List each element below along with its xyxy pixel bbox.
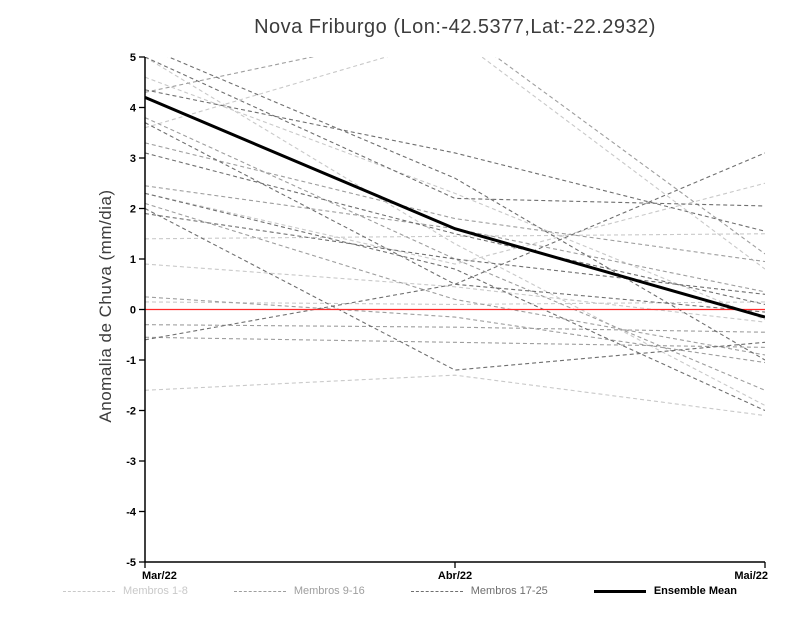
ensemble-member-line <box>145 202 765 356</box>
chart-title: Nova Friburgo (Lon:-42.5377,Lat:-22.2932… <box>254 16 656 38</box>
y-tick-label: 0 <box>130 305 136 317</box>
ensemble-member-line <box>145 296 765 364</box>
ensemble-mean-line <box>145 96 765 319</box>
legend-label: Ensemble Mean <box>653 585 737 597</box>
ensemble-member-line <box>145 142 765 263</box>
legend-label: Membros 17-25 <box>470 585 548 597</box>
y-tick-label: -1 <box>126 355 136 367</box>
y-tick-label: 1 <box>130 254 136 266</box>
legend-label: Membros 1-8 <box>123 585 188 597</box>
ensemble-member-line <box>145 185 765 293</box>
ensemble-member-line <box>145 76 765 321</box>
legend: Membros 1-8 Membros 9-16 Membros 17-25 Ense… <box>0 585 800 597</box>
legend-label: Membros 9-16 <box>293 585 365 597</box>
ensemble-member-line <box>145 213 765 295</box>
ensemble-member-line <box>145 233 765 240</box>
y-tick-label: -2 <box>126 406 136 418</box>
x-tick-label: Mar/22 <box>142 570 177 582</box>
ensemble-member-line <box>167 57 765 361</box>
ensemble-member-line <box>145 324 765 333</box>
y-tick-label: -4 <box>126 507 137 519</box>
ensemble-member-line <box>145 192 765 412</box>
y-tick-label: 5 <box>130 52 136 64</box>
legend-item: Membros 1-8 <box>63 585 188 597</box>
dashed-line-swatch <box>233 590 286 592</box>
ensemble-member-line <box>145 89 765 232</box>
ensemble-member-line <box>145 182 765 265</box>
x-tick-label: Mai/22 <box>734 570 768 582</box>
solid-line-swatch <box>593 589 646 593</box>
ensemble-member-line <box>145 122 765 313</box>
legend-item: Membros 17-25 <box>410 585 548 597</box>
ensemble-member-line <box>145 263 765 323</box>
ensemble-member-line <box>145 57 765 270</box>
legend-item: Ensemble Mean <box>593 585 737 597</box>
y-tick-label: -3 <box>126 456 136 468</box>
ensemble-member-line <box>145 152 765 305</box>
ensemble-member-line <box>145 301 765 306</box>
y-tick-label: 4 <box>130 103 137 115</box>
ensemble-member-line <box>145 336 765 348</box>
x-tick-label: Abr/22 <box>438 570 472 582</box>
ensemble-member-line <box>145 57 765 255</box>
dashed-line-swatch <box>410 590 463 592</box>
y-tick-label: 3 <box>130 153 136 165</box>
ensemble-member-line <box>145 374 765 417</box>
ensemble-member-line <box>145 57 765 207</box>
dashed-line-swatch <box>63 590 116 592</box>
legend-item: Membros 9-16 <box>233 585 365 597</box>
ensemble-member-line <box>145 57 765 406</box>
y-tick-label: -5 <box>126 557 136 569</box>
ensemble-member-line <box>145 152 765 341</box>
y-tick-label: 2 <box>130 204 136 216</box>
ensemble-member-line <box>145 117 765 391</box>
